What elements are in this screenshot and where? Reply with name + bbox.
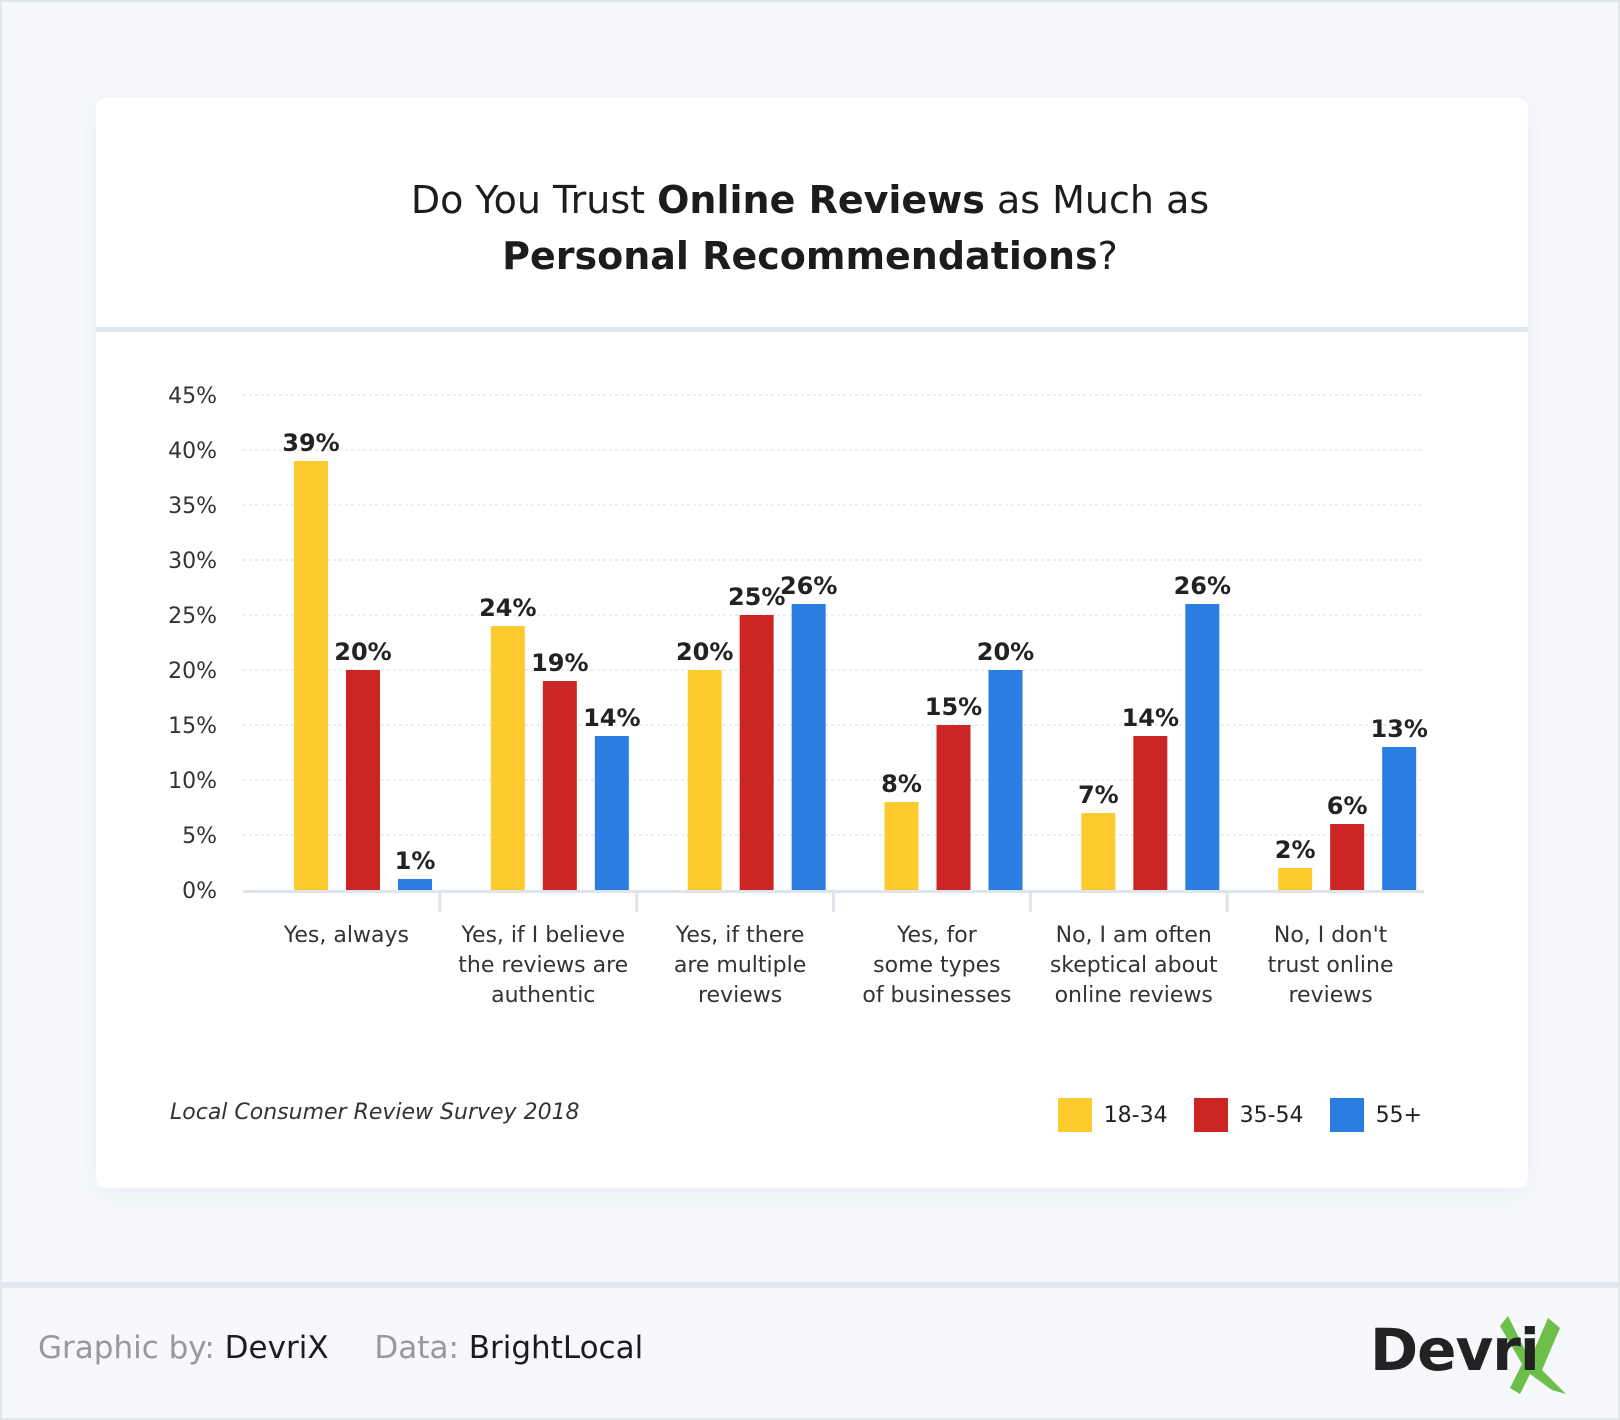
- legend-item: 35-54: [1193, 1098, 1304, 1132]
- title-divider: [96, 327, 1528, 332]
- legend-swatch: [1329, 1098, 1364, 1132]
- bar-35-54: [1330, 824, 1365, 890]
- y-tick-label: 5%: [182, 824, 217, 849]
- y-tick-label: 45%: [168, 384, 217, 409]
- y-tick-label: 20%: [168, 659, 217, 684]
- bar-35-54: [936, 725, 971, 890]
- data-label: 19%: [531, 649, 588, 677]
- legend-label: 18-34: [1103, 1102, 1168, 1128]
- y-tick-label: 40%: [168, 439, 217, 464]
- graphic-by-label: Graphic by:: [38, 1330, 215, 1366]
- logo-text: Devri: [1370, 1316, 1540, 1384]
- data-label: 20%: [334, 638, 391, 666]
- data-label: 20%: [676, 638, 733, 666]
- x-category-label: skeptical about: [1050, 953, 1218, 978]
- bar-55+: [1382, 747, 1417, 890]
- bar-18-34: [1278, 868, 1313, 890]
- y-tick-label: 30%: [168, 549, 217, 574]
- x-category-label: trust online: [1268, 953, 1394, 978]
- data-label: 15%: [925, 693, 982, 721]
- x-category-label: No, I am often: [1056, 923, 1212, 948]
- y-tick-label: 25%: [168, 604, 217, 629]
- devrix-logo: Devri: [1370, 1308, 1580, 1398]
- graphic-by-value: DevriX: [224, 1330, 329, 1366]
- data-label: 8%: [881, 770, 922, 798]
- bar-18-34: [884, 802, 919, 890]
- bar-18-34: [294, 461, 328, 890]
- legend: 18-34 35-54 55+: [1057, 1098, 1422, 1132]
- bar-chart: 0% 5% 10% 15% 20% 25% 30% 35% 40% 45% 39% 20% 1% Yes,…: [168, 384, 1428, 1008]
- legend-swatch: [1057, 1098, 1092, 1132]
- data-label: 39%: [282, 429, 339, 457]
- x-category-label: Yes, if I believe: [460, 923, 625, 948]
- x-category-label: online reviews: [1055, 983, 1213, 1008]
- y-tick-label: 15%: [168, 714, 217, 739]
- bar-35-54: [542, 681, 577, 890]
- footer-divider: [2, 1282, 1618, 1288]
- logo-x-icon: [1500, 1316, 1566, 1394]
- legend-swatch: [1193, 1098, 1228, 1132]
- bar-55+: [988, 670, 1023, 890]
- x-category-label: Yes, if there: [675, 923, 805, 948]
- data-label: 6%: [1327, 792, 1368, 820]
- bar-55+: [594, 736, 629, 890]
- bar-18-34: [687, 670, 722, 890]
- data-label: 26%: [1174, 572, 1231, 600]
- title-text: Do You Trust: [410, 178, 658, 222]
- bar-18-34: [490, 626, 525, 890]
- data-label: 14%: [1122, 704, 1179, 732]
- bar-35-54: [346, 670, 380, 890]
- legend-item: 55+: [1329, 1098, 1422, 1132]
- data-label: 20%: [977, 638, 1034, 666]
- x-category-label: some types: [873, 953, 1001, 978]
- x-category-label: reviews: [1288, 983, 1372, 1008]
- bar-18-34: [1081, 813, 1116, 890]
- bar-55+: [1185, 604, 1220, 890]
- title-text: ?: [1097, 234, 1118, 278]
- bar-35-54: [739, 615, 774, 890]
- bar-35-54: [1133, 736, 1168, 890]
- data-label: 2%: [1275, 836, 1316, 864]
- y-tick-label: 10%: [168, 769, 217, 794]
- y-tick-label: 0%: [182, 879, 217, 904]
- title-bold: Personal Recommendations: [502, 234, 1098, 278]
- source-note: Local Consumer Review Survey 2018: [170, 1100, 580, 1125]
- x-category-label: are multiple: [674, 953, 806, 978]
- y-tick-label: 35%: [168, 494, 217, 519]
- data-label: Data:: [374, 1330, 459, 1366]
- title-bold: Online Reviews: [657, 178, 985, 222]
- chart-title: Do You Trust Online Reviews as Much as P…: [2, 172, 1618, 284]
- x-category-label: reviews: [698, 983, 782, 1008]
- title-text: as Much as: [984, 178, 1210, 222]
- data-value: BrightLocal: [468, 1330, 644, 1366]
- data-label: 25%: [728, 583, 785, 611]
- bar-55+: [398, 879, 432, 890]
- data-label: 13%: [1370, 715, 1427, 743]
- data-label: 1%: [395, 847, 436, 875]
- footer-credits: Graphic by: DevriX Data: BrightLocal: [38, 1330, 679, 1366]
- x-category-label: the reviews are: [458, 953, 628, 978]
- legend-label: 55+: [1375, 1102, 1422, 1128]
- x-category-label: No, I don't: [1274, 923, 1388, 948]
- x-category-label: authentic: [491, 983, 595, 1008]
- x-category-label: Yes, always: [283, 923, 409, 948]
- data-label: 7%: [1078, 781, 1119, 809]
- x-category-label: of businesses: [862, 983, 1011, 1008]
- data-label: 24%: [479, 594, 536, 622]
- data-label: 14%: [583, 704, 640, 732]
- x-category-label: Yes, for: [896, 923, 978, 948]
- data-label: 26%: [780, 572, 837, 600]
- legend-item: 18-34: [1057, 1098, 1168, 1132]
- legend-label: 35-54: [1239, 1102, 1304, 1128]
- bar-55+: [791, 604, 826, 890]
